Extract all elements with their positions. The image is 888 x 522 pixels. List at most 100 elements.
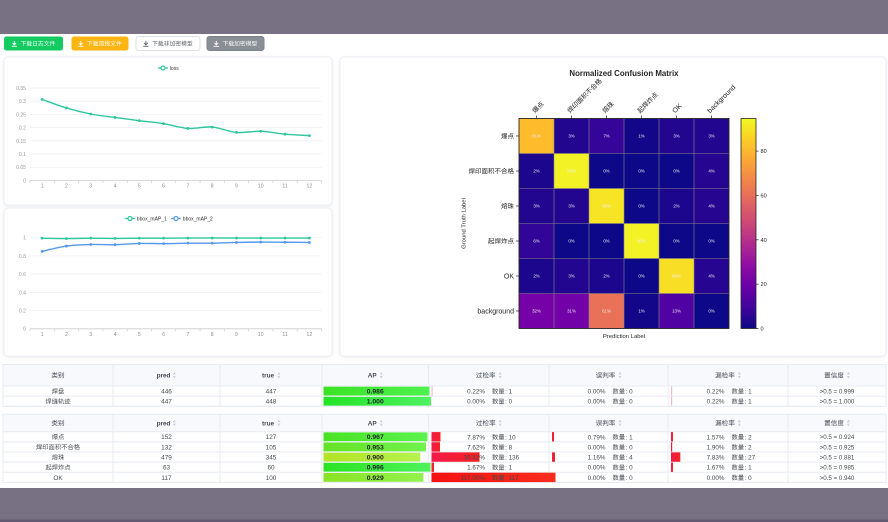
svg-text:448: 448 bbox=[266, 399, 277, 406]
svg-text:0.3: 0.3 bbox=[19, 99, 26, 105]
svg-text:93%: 93% bbox=[567, 169, 576, 174]
svg-text:3: 3 bbox=[89, 184, 92, 190]
svg-text:0.1: 0.1 bbox=[19, 152, 26, 158]
svg-text:: 0: : 0 bbox=[745, 475, 752, 482]
svg-text:: 10: : 10 bbox=[505, 434, 516, 441]
svg-text:80: 80 bbox=[761, 149, 767, 155]
svg-text:60: 60 bbox=[761, 193, 767, 199]
svg-text:3: 3 bbox=[89, 332, 92, 338]
svg-text:0.79%: 0.79% bbox=[588, 434, 606, 441]
svg-text:: 0: : 0 bbox=[505, 399, 512, 406]
svg-text:>0.5 = 0.940: >0.5 = 0.940 bbox=[820, 475, 855, 482]
svg-text:1.67%: 1.67% bbox=[707, 465, 725, 472]
svg-text:63: 63 bbox=[163, 465, 171, 472]
svg-text:105: 105 bbox=[266, 444, 277, 451]
svg-text:93%: 93% bbox=[637, 239, 646, 244]
svg-text:7: 7 bbox=[186, 184, 189, 190]
svg-text:: 8: : 8 bbox=[505, 444, 512, 451]
svg-text:3%: 3% bbox=[533, 204, 539, 209]
svg-text:479: 479 bbox=[161, 454, 172, 461]
svg-text:127: 127 bbox=[266, 434, 277, 441]
svg-text:60: 60 bbox=[267, 465, 275, 472]
svg-text:11: 11 bbox=[282, 332, 287, 338]
svg-text:: 1: : 1 bbox=[505, 465, 512, 472]
svg-text:0.22%: 0.22% bbox=[707, 389, 725, 396]
svg-text:OK: OK bbox=[504, 273, 514, 280]
svg-text:bbox_mAP_2: bbox_mAP_2 bbox=[183, 216, 213, 222]
svg-text:0.986: 0.986 bbox=[367, 388, 384, 395]
svg-text:6: 6 bbox=[162, 332, 165, 338]
svg-text:7.83%: 7.83% bbox=[707, 455, 725, 462]
svg-text:40: 40 bbox=[761, 238, 767, 244]
svg-text:pred: pred bbox=[157, 373, 171, 380]
svg-text:>0.5 = 0.925: >0.5 = 0.925 bbox=[820, 444, 855, 451]
svg-text:152: 152 bbox=[161, 434, 172, 441]
svg-text:0.00%: 0.00% bbox=[588, 444, 606, 451]
svg-text:: 1: : 1 bbox=[505, 389, 512, 396]
svg-text:5: 5 bbox=[138, 332, 141, 338]
svg-text:0.22%: 0.22% bbox=[467, 389, 485, 396]
svg-text:4%: 4% bbox=[708, 204, 714, 209]
svg-text:9: 9 bbox=[235, 184, 238, 190]
svg-text:31%: 31% bbox=[567, 309, 576, 314]
svg-text:3%: 3% bbox=[673, 134, 679, 139]
svg-text:true: true bbox=[262, 373, 275, 380]
svg-text:2%: 2% bbox=[533, 169, 539, 174]
svg-text:0.2: 0.2 bbox=[19, 126, 26, 132]
svg-text:true: true bbox=[262, 420, 275, 427]
svg-text:0.25: 0.25 bbox=[16, 112, 26, 118]
svg-text:7%: 7% bbox=[603, 134, 609, 139]
svg-text:0%: 0% bbox=[638, 204, 644, 209]
svg-text:loss: loss bbox=[170, 66, 179, 72]
svg-text:0: 0 bbox=[23, 178, 26, 184]
svg-text:0.05: 0.05 bbox=[16, 165, 26, 171]
svg-text:: 1: : 1 bbox=[745, 465, 752, 472]
svg-text:3%: 3% bbox=[568, 204, 574, 209]
svg-text:0.00%: 0.00% bbox=[588, 475, 606, 482]
svg-text:OK: OK bbox=[53, 475, 63, 482]
svg-text:2: 2 bbox=[65, 332, 68, 338]
svg-text:0.00%: 0.00% bbox=[707, 475, 725, 482]
svg-text:4%: 4% bbox=[708, 274, 714, 279]
svg-text:: 2: : 2 bbox=[745, 444, 752, 451]
svg-text:0.15: 0.15 bbox=[16, 139, 26, 145]
svg-text:1%: 1% bbox=[638, 134, 644, 139]
svg-text:0.6: 0.6 bbox=[19, 272, 26, 278]
svg-text:0.967: 0.967 bbox=[367, 434, 384, 441]
svg-text:0.900: 0.900 bbox=[367, 454, 384, 461]
svg-text:12: 12 bbox=[307, 184, 313, 190]
svg-text:2%: 2% bbox=[533, 274, 539, 279]
svg-text:: 1: : 1 bbox=[745, 399, 752, 406]
svg-text:: 0: : 0 bbox=[626, 389, 633, 396]
svg-text:10: 10 bbox=[258, 332, 264, 338]
svg-text:: 136: : 136 bbox=[505, 455, 520, 462]
svg-text:0%: 0% bbox=[673, 239, 679, 244]
svg-text:0.00%: 0.00% bbox=[588, 399, 606, 406]
svg-text:2%: 2% bbox=[673, 204, 679, 209]
svg-text:0.996: 0.996 bbox=[367, 465, 384, 472]
svg-text:11: 11 bbox=[282, 184, 287, 190]
svg-text:13%: 13% bbox=[672, 309, 681, 314]
svg-text:: 4: : 4 bbox=[626, 455, 633, 462]
svg-text:AP: AP bbox=[368, 373, 378, 380]
svg-text:>0.5 = 0.985: >0.5 = 0.985 bbox=[820, 465, 855, 472]
svg-text:89%: 89% bbox=[672, 274, 681, 279]
svg-text:8: 8 bbox=[211, 332, 214, 338]
svg-text:446: 446 bbox=[161, 388, 172, 395]
svg-text:1.90%: 1.90% bbox=[707, 444, 725, 451]
svg-text:: 2: : 2 bbox=[745, 434, 752, 441]
svg-text:1.57%: 1.57% bbox=[707, 434, 725, 441]
svg-text:background: background bbox=[477, 308, 514, 315]
svg-text:61%: 61% bbox=[602, 309, 611, 314]
svg-text:0: 0 bbox=[761, 327, 764, 333]
svg-text:: 0: : 0 bbox=[626, 475, 633, 482]
svg-text:AP: AP bbox=[368, 420, 378, 427]
svg-text:4: 4 bbox=[114, 184, 117, 190]
svg-text:: 117: : 117 bbox=[505, 475, 519, 482]
svg-text:1.16%: 1.16% bbox=[588, 455, 606, 462]
svg-text:39.42%: 39.42% bbox=[464, 455, 486, 462]
svg-text:6%: 6% bbox=[533, 239, 539, 244]
svg-text:0%: 0% bbox=[603, 239, 609, 244]
svg-text:0.929: 0.929 bbox=[367, 475, 384, 482]
svg-text:7: 7 bbox=[186, 332, 189, 338]
